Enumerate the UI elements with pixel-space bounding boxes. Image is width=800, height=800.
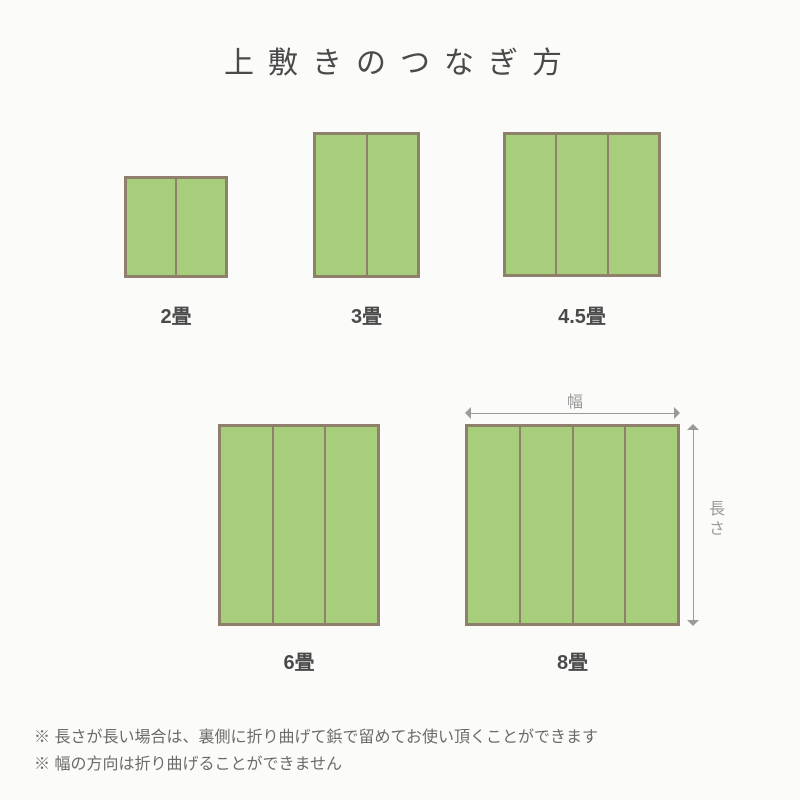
- mat-3-label: 3畳: [313, 300, 420, 329]
- note-line: ※ 幅の方向は折り曲げることができません: [34, 751, 598, 778]
- mat-4-5: [503, 132, 661, 277]
- mat-2-panel: [177, 179, 225, 275]
- mat-8-panel: [521, 427, 574, 623]
- mat-4-5-panel: [609, 135, 658, 274]
- mat-6-label: 6畳: [218, 646, 380, 675]
- mat-2-panel: [127, 179, 177, 275]
- mat-3-panel: [316, 135, 368, 275]
- dim-width-arrow: [465, 407, 680, 419]
- mat-8-panel: [626, 427, 677, 623]
- mat-8-label: 8畳: [465, 646, 680, 675]
- mat-3-panel: [368, 135, 418, 275]
- mat-4-5-label: 4.5畳: [503, 300, 661, 329]
- mat-6: [218, 424, 380, 626]
- page-title: 上敷きのつなぎ方: [0, 38, 800, 82]
- mat-6-panel: [274, 427, 327, 623]
- mat-6-panel: [221, 427, 274, 623]
- mat-8: [465, 424, 680, 626]
- note-line: ※ 長さが長い場合は、裏側に折り曲げて鋲で留めてお使い頂くことができます: [34, 724, 598, 751]
- dim-height-arrow: [687, 424, 699, 626]
- mat-2-label: 2畳: [124, 300, 228, 329]
- mat-3: [313, 132, 420, 278]
- notes: ※ 長さが長い場合は、裏側に折り曲げて鋲で留めてお使い頂くことができます※ 幅の…: [34, 724, 598, 778]
- mat-8-panel: [468, 427, 521, 623]
- mat-6-panel: [326, 427, 377, 623]
- mat-8-panel: [574, 427, 627, 623]
- mat-2: [124, 176, 228, 278]
- dim-height-label: 長さ: [706, 500, 726, 540]
- mat-4-5-panel: [506, 135, 557, 274]
- mat-4-5-panel: [557, 135, 608, 274]
